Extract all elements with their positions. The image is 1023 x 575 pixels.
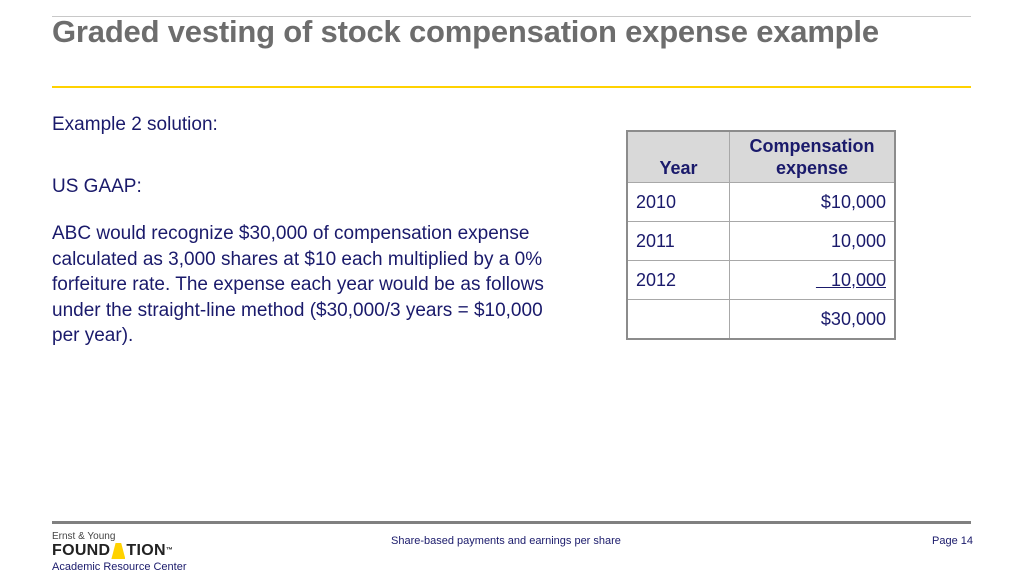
compensation-table: Year Compensation expense 2010 $10,000 2…: [626, 130, 896, 340]
year-cell: 2012: [626, 260, 730, 300]
page-title: Graded vesting of stock compensation exp…: [52, 14, 879, 49]
title-accent-divider: [52, 86, 971, 88]
amount-cell: 10,000: [729, 260, 896, 300]
logo-trademark: ™: [165, 547, 174, 554]
total-amount-cell: $30,000: [729, 299, 896, 340]
amount-cell: 10,000: [729, 221, 896, 261]
year-cell: 2010: [626, 182, 730, 222]
year-cell: 2011: [626, 221, 730, 261]
logo-wordmark: FOUND TION ™: [52, 542, 187, 559]
table-row: 2011 10,000: [626, 221, 896, 261]
logo-subtitle: Academic Resource Center: [52, 561, 187, 573]
table-row: 2010 $10,000: [626, 182, 896, 222]
footer-topic: Share-based payments and earnings per sh…: [391, 535, 621, 547]
table-row: 2012 10,000: [626, 260, 896, 300]
example-subheading: Example 2 solution:: [52, 114, 218, 135]
solution-paragraph: ABC would recognize $30,000 of compensat…: [52, 223, 544, 346]
logo-word-right: TION: [126, 542, 166, 559]
top-divider: [52, 16, 971, 17]
footer-divider: [52, 521, 971, 524]
header-compensation-expense: Compensation expense: [729, 130, 896, 183]
foundation-logo: Ernst & Young FOUND TION ™ Academic Reso…: [52, 531, 187, 574]
page-number: Page 14: [932, 535, 973, 547]
header-year: Year: [626, 130, 730, 183]
amount-cell: $10,000: [729, 182, 896, 222]
underlined-amount: 10,000: [815, 269, 886, 290]
logo-word-left: FOUND: [52, 542, 111, 559]
logo-beam-icon: [111, 543, 126, 559]
gaap-label: US GAAP:: [52, 176, 142, 197]
year-cell-empty: [626, 299, 730, 340]
logo-company-text: Ernst & Young: [52, 531, 116, 542]
table-total-row: $30,000: [626, 299, 896, 340]
table-header-row: Year Compensation expense: [626, 130, 896, 183]
